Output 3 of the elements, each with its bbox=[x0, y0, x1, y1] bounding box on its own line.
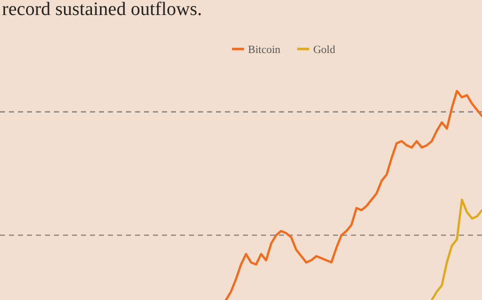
chart-title: record sustained outflows. bbox=[2, 0, 202, 20]
legend-label: Gold bbox=[313, 44, 336, 56]
legend-label: Bitcoin bbox=[248, 44, 281, 56]
